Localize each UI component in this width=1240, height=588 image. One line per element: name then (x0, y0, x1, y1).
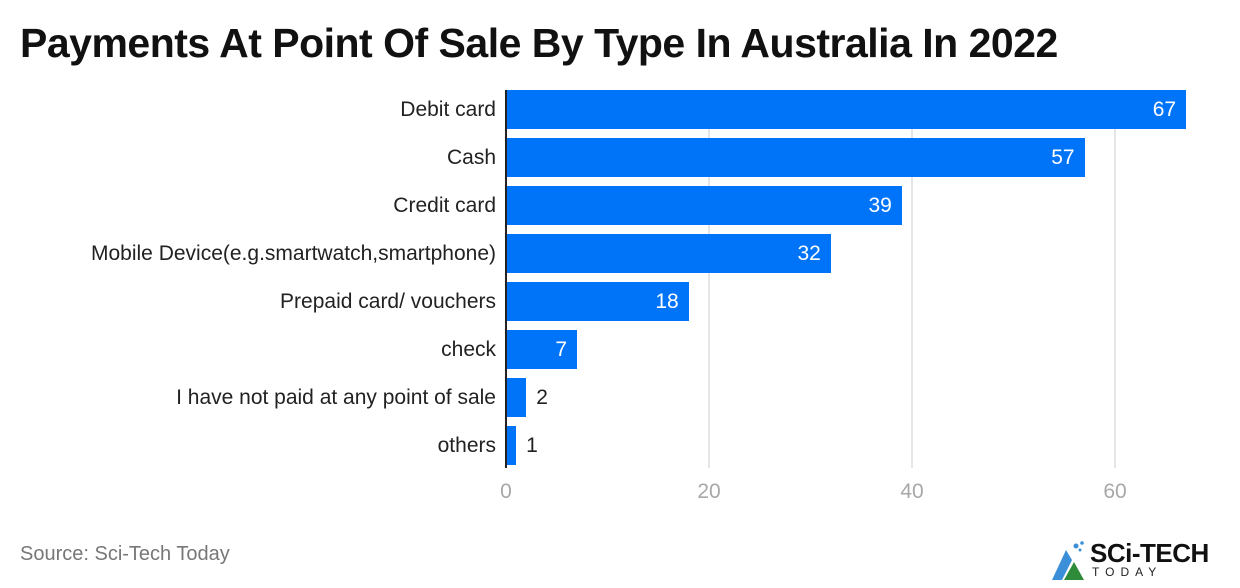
source-note: Source: Sci-Tech Today (20, 543, 230, 565)
gridline (708, 90, 710, 468)
category-label: Cash (446, 146, 496, 169)
gridline (1114, 90, 1116, 468)
bar (506, 90, 1187, 129)
category-label: Debit card (400, 98, 496, 121)
bar (506, 378, 527, 417)
value-label: 57 (1051, 146, 1075, 169)
logo-mark-icon (1052, 541, 1084, 580)
x-tick-label: 40 (900, 480, 924, 503)
bar (506, 138, 1085, 177)
category-label: Credit card (393, 194, 496, 217)
value-label: 67 (1152, 98, 1177, 121)
value-label: 18 (655, 290, 679, 313)
y-axis-line (505, 90, 507, 468)
bar (506, 330, 578, 369)
x-tick-label: 20 (697, 480, 721, 503)
x-tick-label: 0 (500, 480, 512, 503)
value-label: 2 (536, 386, 548, 409)
value-label: 39 (868, 194, 892, 217)
bar (506, 426, 517, 465)
logo-text: SCi-TECH (1090, 538, 1209, 568)
gridline (911, 90, 913, 468)
chart-title: Payments At Point Of Sale By Type In Aus… (20, 20, 1058, 66)
sci-tech-today-logo: SCi-TECH TODAY (1050, 538, 1230, 582)
category-label: I have not paid at any point of sale (176, 386, 496, 409)
category-label: Prepaid card/ vouchers (280, 290, 496, 313)
bar (506, 234, 831, 273)
category-label: others (437, 434, 496, 457)
bar (506, 282, 689, 321)
x-tick-label: 60 (1103, 480, 1127, 503)
bar (506, 186, 902, 225)
category-label: Mobile Device(e.g.smartwatch,smartphone) (91, 242, 496, 265)
value-label: 7 (555, 338, 568, 361)
logo-subtext: TODAY (1092, 565, 1163, 579)
category-label: check (441, 338, 496, 361)
value-label: 32 (797, 242, 821, 265)
value-label: 1 (526, 434, 538, 457)
